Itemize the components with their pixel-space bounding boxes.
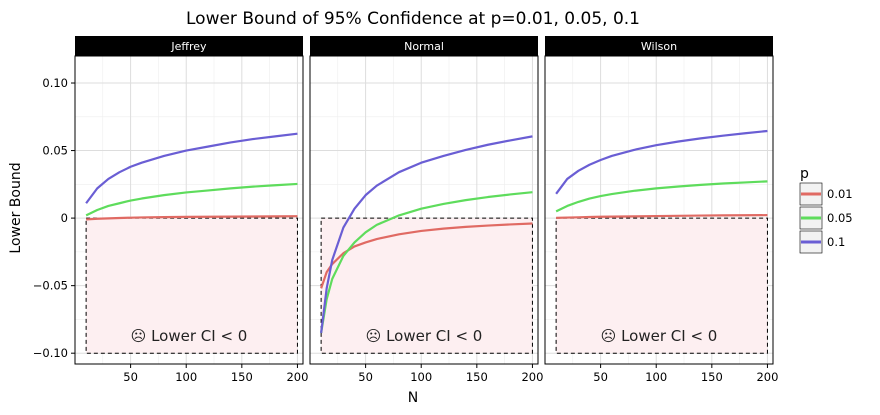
series-line-p-0_01: [556, 214, 768, 219]
legend-entry-0_01: 0.01: [799, 182, 853, 206]
y-tick-label: −0.10: [33, 346, 68, 360]
x-tick-label: 150: [231, 370, 253, 384]
legend-entry-0_1: 0.1: [799, 230, 845, 254]
y-axis-title: Lower Bound: [8, 162, 24, 253]
legend-label: 0.01: [827, 187, 853, 201]
x-tick-label: 50: [123, 370, 138, 384]
panels-group: Jeffrey ☹ Lower CI < 0 50 100 150 200 −0.10 −0.…: [33, 36, 778, 384]
x-tick-label: 150: [701, 370, 723, 384]
panel-wilson: Wilson ☹ Lower CI < 0 50 100 150 200: [544, 36, 778, 384]
facet-strip-label: Jeffrey: [170, 40, 207, 53]
legend-label: 0.1: [827, 235, 845, 249]
legend-label: 0.05: [827, 211, 853, 225]
x-tick-label: 150: [466, 370, 488, 384]
facet-strip-label: Normal: [404, 40, 444, 53]
series-line-p-0_05: [555, 180, 768, 213]
x-axis-title: N: [408, 390, 418, 406]
series-line-p-0_01: [320, 222, 533, 289]
x-tick-label: 200: [286, 370, 308, 384]
series-line-p-0_1: [85, 132, 298, 204]
chart-title: Lower Bound of 95% Confidence at p=0.01,…: [186, 9, 640, 29]
series-line-p-0_1: [320, 135, 533, 334]
panel-border: [309, 55, 539, 365]
y-tick-label: −0.05: [33, 279, 68, 293]
panel-border: [544, 55, 774, 365]
negative-region-box: [555, 217, 768, 354]
x-tick-label: 50: [358, 370, 373, 384]
legend-title: p: [800, 166, 809, 182]
panel-normal: Normal ☹ Lower CI < 0 50 100 150 200: [309, 36, 543, 384]
annotation-label: ☹ Lower CI < 0: [601, 327, 718, 345]
x-tick-label: 100: [175, 370, 197, 384]
x-tick-label: 50: [593, 370, 608, 384]
legend: p 0.01 0.05 0.1: [799, 166, 853, 254]
series-line-p-0_05: [85, 182, 298, 217]
facet-strip-label: Wilson: [641, 40, 677, 53]
facet-strip: [545, 36, 773, 56]
panel-border: [74, 55, 304, 365]
x-tick-label: 100: [410, 370, 432, 384]
x-tick-label: 200: [521, 370, 543, 384]
y-tick-label: 0: [61, 211, 68, 225]
facet-strip: [75, 36, 303, 56]
x-tick-label: 100: [645, 370, 667, 384]
annotation-label: ☹ Lower CI < 0: [131, 327, 248, 345]
y-tick-label: 0.05: [42, 144, 68, 158]
series-line-p-0_05: [320, 191, 533, 334]
panel-jeffrey: Jeffrey ☹ Lower CI < 0 50 100 150 200 −0.10 −0.…: [33, 36, 308, 384]
series-line-p-0_1: [555, 129, 768, 195]
annotation-label: ☹ Lower CI < 0: [366, 327, 483, 345]
x-tick-label: 200: [756, 370, 778, 384]
series-line-p-0_01: [86, 215, 298, 221]
legend-entry-0_05: 0.05: [799, 206, 853, 230]
y-tick-label: 0.10: [42, 76, 68, 90]
negative-region-box: [85, 217, 298, 354]
facet-strip: [310, 36, 538, 56]
